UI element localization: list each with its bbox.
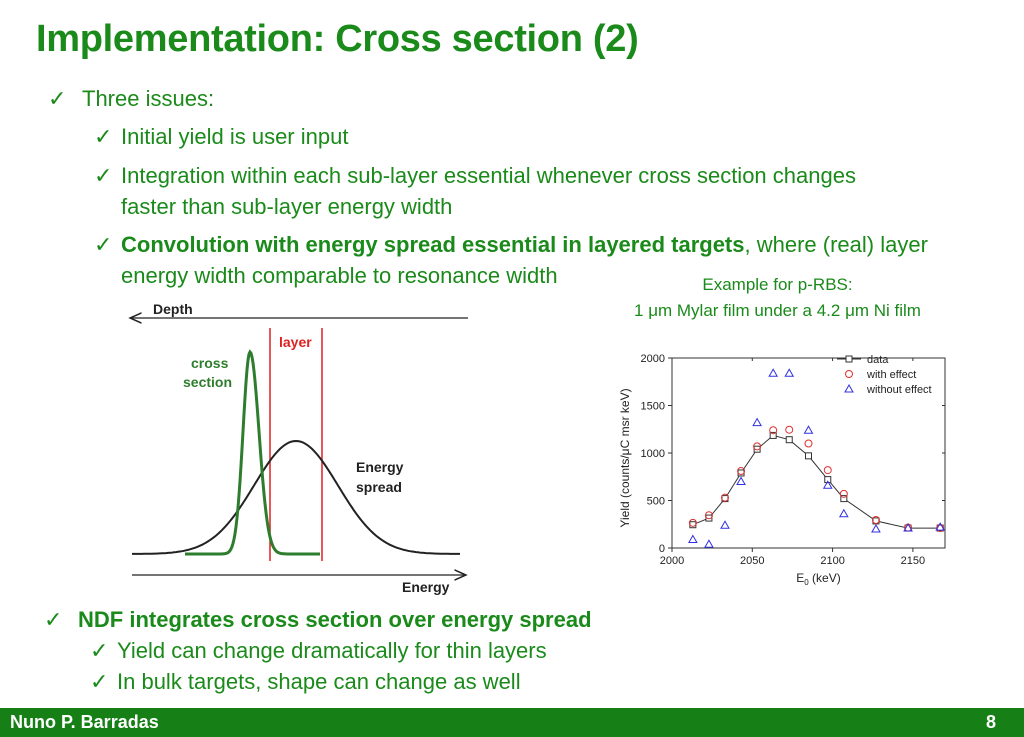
page-number: 8: [985, 712, 996, 732]
y-tick-label: 1500: [641, 401, 665, 413]
caption-part: m Mylar film under a 4.2: [658, 301, 846, 320]
y-tick-label: 1000: [641, 448, 665, 460]
series-line-data: [692, 434, 941, 529]
caption-line-2: 1 μm Mylar film under a 4.2 μm Ni film: [600, 298, 955, 324]
data-point-data: [824, 476, 832, 484]
data-point-with-effect: [737, 467, 746, 476]
bullet-three-issues: ✓ Three issues:: [48, 83, 214, 114]
layer-label: layer: [279, 334, 312, 350]
data-point-data: [705, 514, 713, 522]
caption-part: 1: [634, 301, 649, 320]
depth-label: Depth: [153, 301, 193, 317]
bullet-text: NDF integrates cross section over energy…: [78, 607, 592, 632]
bullet-text: Yield can change dramatically for thin l…: [117, 638, 547, 663]
x-tick-label: 2150: [901, 555, 925, 567]
data-point-with-effect: [720, 493, 729, 502]
data-point-without-effect: [752, 417, 762, 427]
data-point-without-effect: [822, 480, 833, 489]
bullet-convolution: ✓ Convolution with energy spread essenti…: [94, 229, 1001, 291]
x-axis-label: E0 (keV): [796, 571, 840, 587]
convolution-diagram: Depth layer cross section Energy spread …: [120, 301, 468, 595]
data-point-data: [753, 445, 761, 453]
data-point-with-effect: [823, 466, 832, 475]
data-point-with-effect: [936, 524, 945, 533]
y-tick-label: 2000: [641, 353, 665, 365]
data-point-data: [840, 495, 848, 503]
bullet-text-line-2: energy width comparable to resonance wid…: [121, 263, 558, 288]
energy-spread-label-2: spread: [356, 479, 402, 495]
checkmark-icon: ✓: [90, 669, 109, 694]
data-point-with-effect: [769, 426, 778, 435]
caption-line-1: Example for p-RBS:: [702, 275, 853, 294]
bullet-initial-yield: ✓ Initial yield is user input: [94, 121, 348, 152]
legend-marker-without-effect: [844, 383, 854, 393]
bullet-text: In bulk targets, shape can change as wel…: [117, 669, 521, 694]
cross-section-label-1: cross: [191, 355, 229, 371]
data-point-with-effect: [704, 511, 713, 520]
slide-title: Implementation: Cross section (2): [36, 18, 639, 60]
bullet-bold-text: Convolution with energy spread essential…: [121, 232, 745, 257]
data-point-with-effect: [753, 442, 762, 451]
y-axis-label: Yield (counts/μC msr keV): [618, 388, 632, 527]
y-tick-label: 500: [647, 496, 665, 508]
checkmark-icon: ✓: [94, 163, 113, 188]
checkmark-icon: ✓: [94, 124, 113, 149]
legend-marker-data: [845, 355, 853, 363]
data-point-data: [805, 452, 812, 460]
data-point-without-effect: [784, 368, 795, 377]
bullet-ndf: ✓ NDF integrates cross section over ener…: [44, 604, 592, 635]
legend-label: with effect: [866, 369, 916, 381]
energy-spread-label-1: Energy: [356, 459, 404, 475]
data-point-without-effect: [720, 520, 730, 529]
footer-author: Nuno P. Barradas: [10, 712, 159, 732]
bullet-text-line-2: faster than sub-layer energy width: [121, 194, 453, 219]
caption-part: m Ni film: [854, 301, 921, 320]
data-point-without-effect: [704, 539, 714, 548]
data-point-without-effect: [871, 523, 881, 533]
x-tick-label: 2100: [820, 555, 844, 567]
figure-caption: Example for p-RBS: 1 μm Mylar film under…: [600, 272, 955, 324]
energy-label: Energy: [402, 579, 450, 595]
y-tick-label: 0: [659, 543, 665, 555]
x-tick-label: 2000: [660, 555, 684, 567]
checkmark-icon: ✓: [90, 638, 109, 663]
bullet-integration: ✓ Integration within each sub-layer esse…: [94, 160, 961, 222]
data-point-with-effect: [871, 515, 880, 524]
data-point-without-effect: [838, 508, 849, 518]
data-point-without-effect: [935, 522, 946, 531]
bullet-bulk-targets: ✓ In bulk targets, shape can change as w…: [90, 666, 521, 697]
legend-label: data: [867, 354, 889, 366]
legend-marker-with-effect: [845, 370, 853, 378]
x-tick-label: 2050: [740, 555, 764, 567]
data-point-without-effect: [736, 476, 746, 485]
data-point-data: [737, 469, 745, 477]
checkmark-icon: ✓: [94, 232, 113, 257]
bullet-text: Initial yield is user input: [121, 124, 349, 149]
bullet-text: Three issues:: [82, 86, 215, 111]
cross-section-label-2: section: [183, 374, 232, 390]
data-point-with-effect: [785, 425, 794, 434]
yield-chart: 0 500 1000 1500 2000 2000 2050 2100 2150 E0 (keV)…: [618, 353, 946, 587]
data-point-without-effect: [903, 523, 913, 532]
data-point-with-effect: [688, 518, 697, 527]
footer-bar: Nuno P. Barradas 8: [0, 708, 1024, 737]
checkmark-icon: ✓: [44, 607, 63, 632]
data-point-without-effect: [768, 368, 779, 377]
energy-spread-curve: [132, 439, 460, 555]
data-point-data: [785, 436, 793, 444]
data-point-without-effect: [803, 425, 814, 434]
data-point-with-effect: [804, 439, 813, 448]
data-point-without-effect: [688, 534, 698, 543]
bullet-text-line-1: Convolution with energy spread essential…: [121, 229, 1001, 260]
checkmark-icon: ✓: [48, 86, 67, 111]
caption-mu: μ: [648, 301, 658, 320]
bullet-text-line-1: Integration within each sub-layer essent…: [121, 163, 856, 188]
caption-mu: μ: [845, 301, 855, 320]
data-point-data: [769, 431, 777, 439]
data-point-with-effect: [839, 489, 848, 498]
bullet-thin-layers: ✓ Yield can change dramatically for thin…: [90, 635, 547, 666]
bullet-rest-text: , where (real) layer: [744, 232, 928, 257]
cross-section-curve: [185, 349, 320, 556]
legend-label: without effect: [866, 384, 932, 396]
